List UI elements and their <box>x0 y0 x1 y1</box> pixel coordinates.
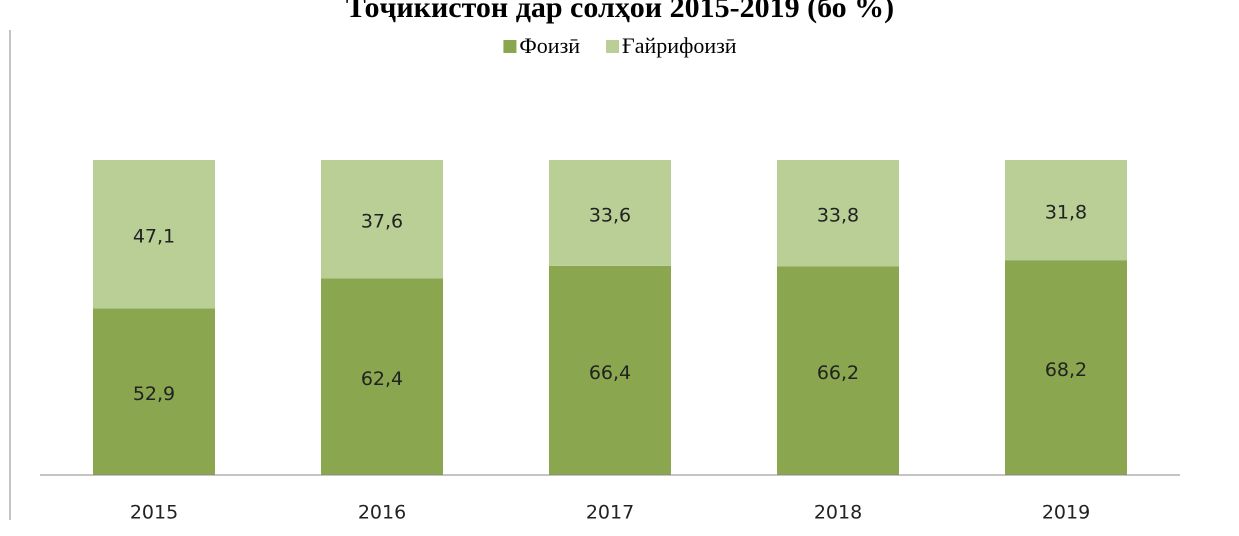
data-label: 47,1 <box>133 226 175 248</box>
chart-title: Тоҷикистон дар солҳои 2015-2019 (бо %) <box>346 0 894 24</box>
bar-segment <box>549 160 671 266</box>
data-label: 31,8 <box>1045 202 1087 224</box>
data-label: 66,4 <box>589 362 631 384</box>
legend-swatch <box>503 40 517 53</box>
legend-swatch <box>606 40 620 53</box>
data-label: 66,2 <box>817 362 859 384</box>
bar-segment <box>549 265 671 475</box>
bar-segment <box>321 160 443 279</box>
data-label: 33,6 <box>589 204 631 226</box>
bar-segment <box>1005 260 1127 475</box>
bar-segment <box>777 266 899 475</box>
x-tick-label: 2016 <box>358 502 406 524</box>
bar-segment <box>1005 160 1127 261</box>
data-label: 33,8 <box>817 205 859 227</box>
legend-item: Ғайрифоизӣ <box>606 33 737 58</box>
data-label: 62,4 <box>361 368 403 390</box>
data-label: 52,9 <box>133 383 175 405</box>
x-tick-label: 2017 <box>586 502 634 524</box>
bar-segment <box>777 160 899 267</box>
legend-item: Фоизӣ <box>503 33 580 58</box>
x-tick-label: 2015 <box>130 502 178 524</box>
data-label: 68,2 <box>1045 359 1087 381</box>
x-tick-label: 2019 <box>1042 502 1090 524</box>
legend-label: Фоизӣ <box>519 33 580 58</box>
x-tick-label: 2018 <box>814 502 862 524</box>
bar-segment <box>93 160 215 309</box>
bar-segment <box>321 278 443 475</box>
legend-label: Ғайрифоизӣ <box>622 33 737 58</box>
legend: Фоизӣ Ғайрифоизӣ <box>503 33 737 58</box>
data-label: 37,6 <box>361 211 403 233</box>
bar-segment <box>93 308 215 475</box>
